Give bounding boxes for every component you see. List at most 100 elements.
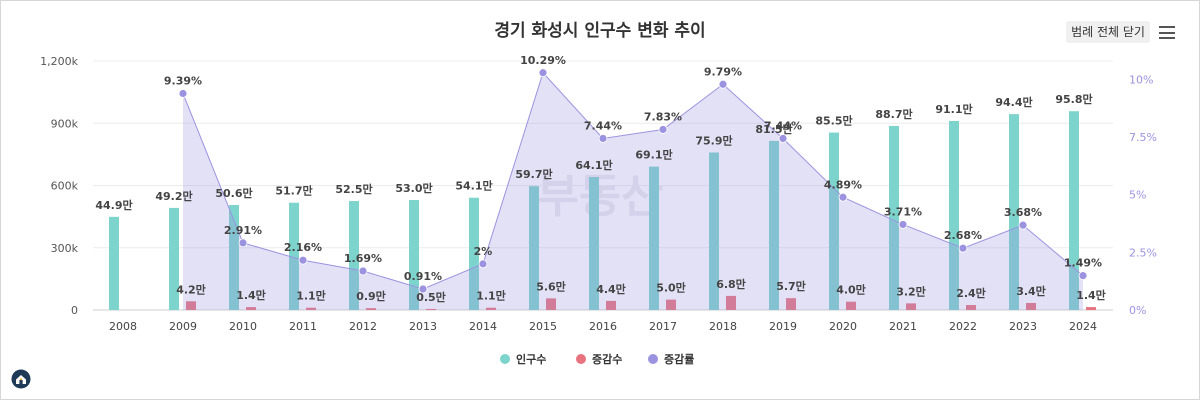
x-tick-label: 2008	[109, 320, 137, 333]
rate-point	[658, 125, 668, 134]
population-data-label: 69.1만	[635, 148, 672, 162]
population-data-label: 81.5만	[755, 122, 792, 136]
bar-population	[529, 186, 539, 310]
bar-change	[666, 299, 676, 310]
y-right-tick-label: 7.5%	[1129, 131, 1157, 144]
rate-line	[182, 71, 1084, 290]
x-tick-label: 2013	[409, 320, 437, 333]
legend-marker[interactable]	[576, 354, 586, 364]
rate-data-label: 10.29%	[520, 54, 566, 67]
bar-change	[786, 298, 796, 310]
rate-point	[898, 220, 908, 229]
x-tick-label: 2012	[349, 320, 377, 333]
rate-data-label: 2.16%	[284, 241, 322, 254]
population-data-label: 88.7만	[875, 107, 912, 121]
rate-point	[958, 243, 968, 253]
rate-data-label: 2.68%	[944, 229, 982, 242]
rate-point	[718, 79, 728, 89]
bar-population	[349, 201, 359, 310]
population-data-label: 54.1만	[455, 179, 492, 193]
bar-change	[726, 295, 736, 310]
x-tick-label: 2022	[949, 320, 977, 333]
change-data-label: 1.1만	[296, 289, 326, 303]
bar-population	[169, 207, 179, 310]
change-data-label: 1.4만	[1076, 288, 1106, 302]
population-data-label: 64.1만	[575, 158, 612, 172]
rate-data-label: 7.44%	[584, 119, 622, 132]
rate-point	[178, 89, 188, 98]
rate-point	[418, 284, 428, 294]
change-data-label: 0.9만	[356, 289, 386, 303]
rate-data-label: 0.91%	[404, 270, 442, 283]
population-data-label: 75.9만	[695, 134, 732, 148]
legend-toggle-button[interactable]: 범례 전체 닫기	[1066, 21, 1150, 43]
watermark-text: 부동산	[537, 169, 664, 223]
x-tick-label: 2019	[769, 320, 797, 333]
change-data-label: 4.4만	[596, 282, 626, 296]
population-data-label: 52.5만	[335, 182, 372, 196]
legend-marker[interactable]	[500, 354, 510, 364]
legend-marker[interactable]	[648, 354, 658, 364]
rate-point	[238, 238, 248, 248]
rate-point	[1018, 220, 1028, 230]
population-data-label: 44.9만	[95, 198, 132, 212]
x-tick-label: 2015	[529, 320, 557, 333]
change-data-label: 5.0만	[656, 281, 686, 295]
rate-point	[538, 68, 548, 78]
x-tick-label: 2009	[169, 320, 197, 333]
change-data-label: 3.2만	[896, 284, 926, 298]
bar-change	[246, 307, 256, 310]
rate-data-label: 9.39%	[164, 75, 202, 88]
bar-population	[589, 176, 599, 310]
bar-change	[366, 308, 376, 310]
population-data-label: 53.0만	[395, 181, 432, 195]
legend-label[interactable]: 인구수	[516, 352, 546, 366]
bar-change	[1086, 307, 1096, 310]
bar-population	[889, 125, 899, 310]
x-tick-label: 2024	[1069, 320, 1097, 333]
bar-change	[426, 308, 436, 310]
rate-area	[183, 72, 1083, 310]
population-data-label: 51.7만	[275, 184, 312, 198]
bar-change	[846, 301, 856, 310]
rate-point	[598, 134, 608, 143]
hamburger-menu-icon[interactable]	[1159, 26, 1175, 39]
bar-population	[1009, 114, 1019, 311]
home-logo-icon[interactable]	[11, 369, 31, 389]
x-tick-label: 2016	[589, 320, 617, 333]
legend-label[interactable]: 증감률	[664, 352, 694, 366]
bar-population	[1069, 111, 1079, 310]
bar-population	[709, 152, 719, 310]
change-data-label: 4.2만	[176, 282, 206, 296]
bar-change	[906, 303, 916, 310]
rate-data-label: 1.69%	[344, 252, 382, 265]
bar-change	[966, 305, 976, 310]
legend-label[interactable]: 증감수	[592, 352, 622, 366]
population-data-label: 49.2만	[155, 189, 192, 203]
bar-population	[229, 205, 239, 310]
population-data-label: 59.7만	[515, 167, 552, 181]
x-tick-label: 2017	[649, 320, 677, 333]
y-right-tick-label: 2.5%	[1129, 246, 1157, 259]
rate-data-label: 3.68%	[1004, 206, 1042, 219]
x-tick-label: 2014	[469, 320, 497, 333]
y-right-tick-label: 0%	[1129, 304, 1146, 317]
y-right-tick-label: 5%	[1129, 189, 1146, 202]
x-tick-label: 2020	[829, 320, 857, 333]
rate-data-label: 2%	[474, 245, 493, 258]
rate-point	[1078, 271, 1088, 281]
change-data-label: 2.4만	[956, 286, 986, 300]
bar-population	[949, 120, 959, 310]
rate-data-label: 7.83%	[644, 110, 682, 123]
bar-change	[546, 298, 556, 310]
x-tick-label: 2011	[289, 320, 317, 333]
rate-data-label: 9.79%	[704, 65, 742, 78]
change-data-label: 4.0만	[836, 283, 866, 297]
rate-point	[778, 134, 788, 143]
rate-point	[478, 259, 488, 269]
bar-population	[769, 140, 779, 310]
bar-population	[649, 166, 659, 310]
bar-population	[109, 216, 119, 310]
